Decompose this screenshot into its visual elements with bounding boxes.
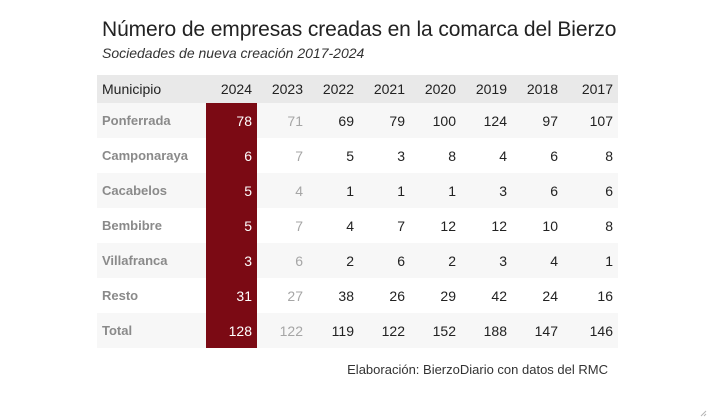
row-label: Ponferrada <box>102 113 171 128</box>
table-cell: 107 <box>589 112 613 129</box>
row-label: Villafranca <box>102 253 168 268</box>
highlight-cell: 6 <box>206 138 257 173</box>
highlight-cell: 78 <box>206 103 257 138</box>
table-cell: 16 <box>597 287 613 304</box>
table-cell: 3 <box>397 147 405 164</box>
table-cell: 12 <box>440 217 456 234</box>
table-cell: 6 <box>605 182 613 199</box>
row-label: Bembibre <box>102 218 162 233</box>
column-header-2018: 2018 <box>526 81 558 97</box>
highlight-cell: 31 <box>206 278 257 313</box>
table-cell: 2 <box>346 252 354 269</box>
source-note: Elaboración: BierzoDiario con datos del … <box>347 362 608 377</box>
table-cell: 1 <box>346 182 354 199</box>
table-cell: 69 <box>338 112 354 129</box>
table-cell: 6 <box>295 252 303 269</box>
table-cell: 1 <box>605 252 613 269</box>
column-header-2024: 2024 <box>220 81 252 97</box>
table-cell: 6 <box>397 252 405 269</box>
table-cell: 7 <box>295 147 303 164</box>
table-row: Ponferrada 78 71 69 79 100 124 97 107 <box>97 103 618 138</box>
highlight-cell: 3 <box>206 243 257 278</box>
table-cell: 122 <box>279 322 303 339</box>
table-cell: 122 <box>381 322 405 339</box>
table-cell: 188 <box>483 322 507 339</box>
data-table: Municipio 2024 2023 2022 2021 2020 2019 … <box>97 75 618 348</box>
column-header-2019: 2019 <box>475 81 507 97</box>
highlight-cell: 5 <box>206 173 257 208</box>
table-cell: 10 <box>542 217 558 234</box>
table-cell: 27 <box>287 287 303 304</box>
table-cell: 7 <box>397 217 405 234</box>
table-cell: 5 <box>346 147 354 164</box>
table-row: Camponaraya 6 7 5 3 8 4 6 8 <box>97 138 618 173</box>
table-cell: 147 <box>534 322 558 339</box>
table-cell: 97 <box>542 112 558 129</box>
table-cell: 1 <box>448 182 456 199</box>
row-label: Camponaraya <box>102 148 188 163</box>
table-cell: 6 <box>550 147 558 164</box>
table-cell: 6 <box>550 182 558 199</box>
column-header-2022: 2022 <box>322 81 354 97</box>
row-label: Total <box>102 323 133 338</box>
table-header-row: Municipio 2024 2023 2022 2021 2020 2019 … <box>97 75 618 103</box>
table-row: Cacabelos 5 4 1 1 1 3 6 6 <box>97 173 618 208</box>
table-cell: 3 <box>499 252 507 269</box>
table-cell: 100 <box>432 112 456 129</box>
table-cell: 8 <box>605 147 613 164</box>
column-header-2023: 2023 <box>271 81 303 97</box>
table-cell: 79 <box>389 112 405 129</box>
table-cell: 124 <box>483 112 507 129</box>
table-cell: 26 <box>389 287 405 304</box>
table-cell: 7 <box>295 217 303 234</box>
row-label: Cacabelos <box>102 183 168 198</box>
table-cell: 4 <box>499 147 507 164</box>
table-cell: 2 <box>448 252 456 269</box>
row-label: Resto <box>102 288 139 303</box>
column-header-2020: 2020 <box>424 81 456 97</box>
table-cell: 146 <box>589 322 613 339</box>
table-cell: 71 <box>287 112 303 129</box>
column-header-2017: 2017 <box>581 81 613 97</box>
table-cell: 3 <box>499 182 507 199</box>
table-cell: 24 <box>542 287 558 304</box>
table-cell: 4 <box>346 217 354 234</box>
table-cell: 8 <box>605 217 613 234</box>
chart-subtitle: Sociedades de nueva creación 2017-2024 <box>102 45 365 61</box>
table-cell: 42 <box>491 287 507 304</box>
highlight-cell: 128 <box>206 313 257 348</box>
table-cell: 8 <box>448 147 456 164</box>
resize-grip-icon[interactable] <box>699 409 707 417</box>
table-row: Villafranca 3 6 2 6 2 3 4 1 <box>97 243 618 278</box>
column-header-2021: 2021 <box>373 81 405 97</box>
table-cell: 1 <box>397 182 405 199</box>
chart-title: Número de empresas creadas en la comarca… <box>102 18 617 41</box>
table-cell: 4 <box>295 182 303 199</box>
table-row: Bembibre 5 7 4 7 12 12 10 8 <box>97 208 618 243</box>
table-cell: 38 <box>338 287 354 304</box>
highlight-cell: 5 <box>206 208 257 243</box>
table-row: Resto 31 27 38 26 29 42 24 16 <box>97 278 618 313</box>
table-cell: 119 <box>331 322 354 339</box>
table-cell: 29 <box>440 287 456 304</box>
total-row: Total 128 122 119 122 152 188 147 146 <box>97 313 618 348</box>
table-cell: 4 <box>550 252 558 269</box>
table-cell: 152 <box>432 322 456 339</box>
column-header-municipio: Municipio <box>102 81 162 97</box>
table-cell: 12 <box>491 217 507 234</box>
